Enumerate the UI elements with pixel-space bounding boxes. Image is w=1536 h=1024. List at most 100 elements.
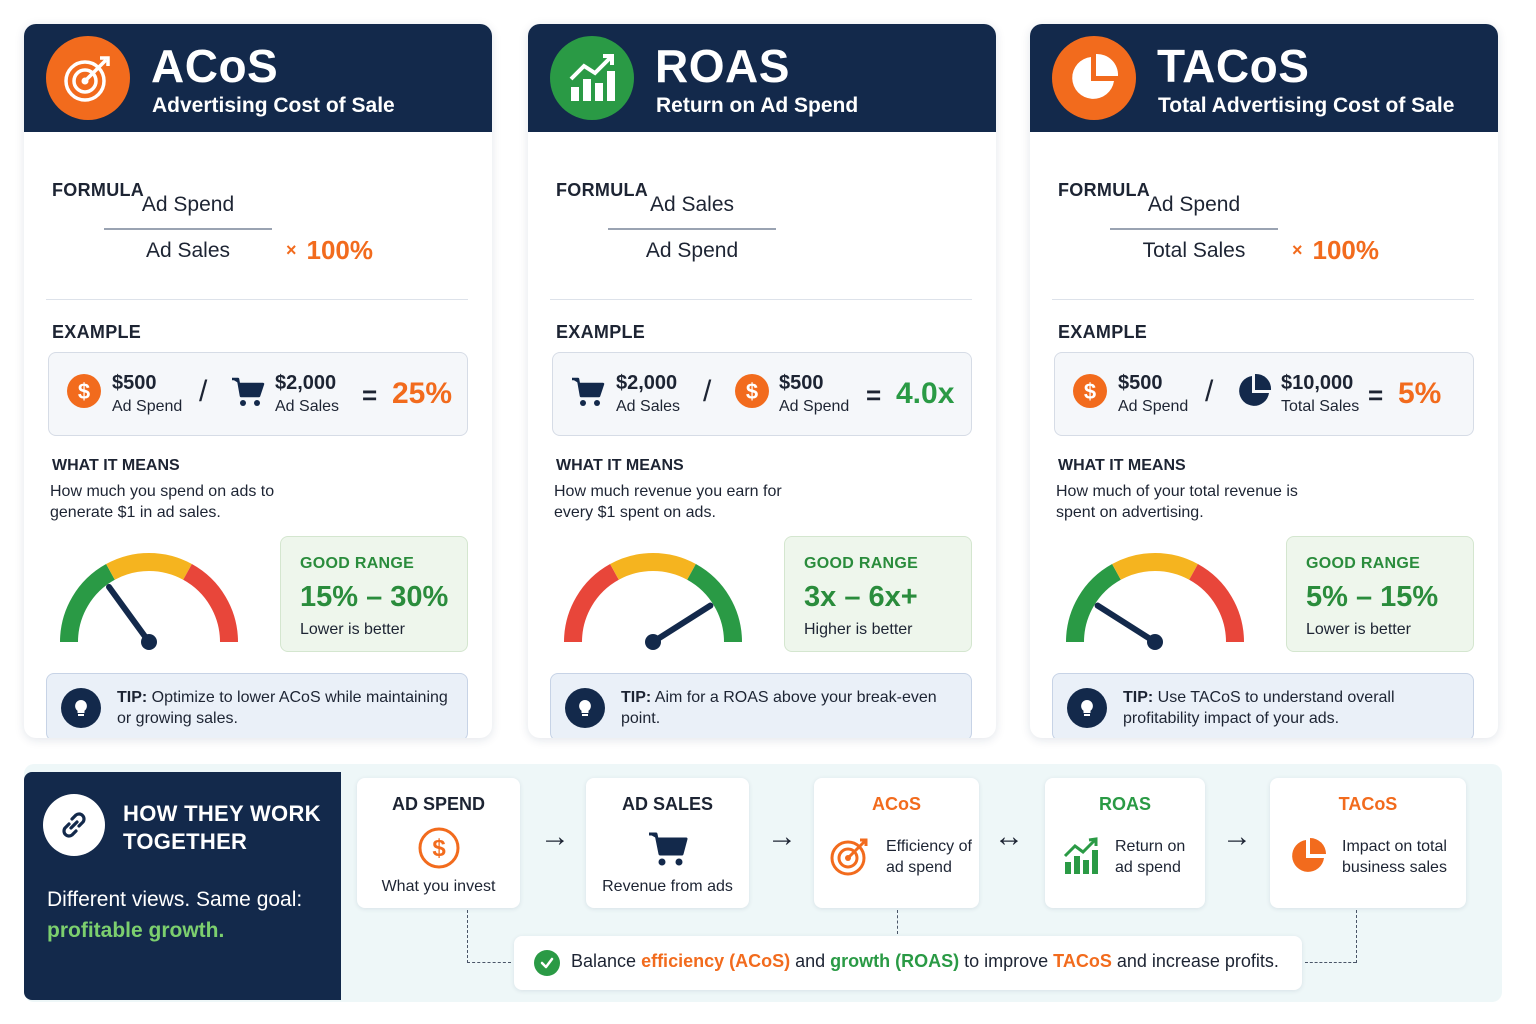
divide-sign: / — [703, 375, 712, 408]
example-label-1: Ad Spend — [112, 398, 183, 415]
connector-line — [897, 910, 898, 934]
card-title: ROAS — [655, 40, 790, 92]
flow-roas-caption: Return on ad spend — [1115, 838, 1186, 876]
arrow-icon: → — [1222, 820, 1252, 853]
svg-text:$: $ — [432, 835, 446, 862]
connector-line — [1356, 910, 1357, 963]
example-result: 5% — [1398, 377, 1442, 410]
good-range-note: Lower is better — [300, 621, 405, 638]
double-arrow-icon: ↔ — [994, 820, 1024, 853]
fraction-bar — [104, 228, 272, 230]
cart-icon — [230, 373, 266, 409]
profitable-growth-highlight: profitable growth. — [47, 919, 225, 942]
what-it-means-label: WHAT IT MEANS — [1058, 457, 1186, 474]
good-range-value: 5% – 15% — [1306, 581, 1439, 613]
metric-card-acos: ACoS Advertising Cost of Sale FORMULA Ad Sp… — [24, 24, 492, 738]
lightbulb-icon — [565, 688, 605, 728]
fraction-bar — [608, 228, 776, 230]
metric-card-tacos: TACoS Total Advertising Cost of Sale FORMU… — [1030, 24, 1498, 738]
example-label-1: Ad Spend — [1118, 398, 1189, 415]
example-value-1: $2,000 — [616, 372, 678, 394]
formula-fraction: Ad Spend Ad Sales — [104, 190, 272, 266]
link-icon — [43, 794, 105, 856]
formula-label: FORMULA — [556, 180, 649, 200]
tip-text: TIP: Optimize to lower ACoS while mainta… — [117, 689, 448, 727]
good-range-box: GOOD RANGE 3x – 6x+ Higher is better — [784, 536, 972, 652]
formula-label: FORMULA — [52, 180, 145, 200]
what-it-means-label: WHAT IT MEANS — [556, 457, 684, 474]
flow-acos-caption: Efficiency of ad spend — [886, 838, 972, 876]
tip-text: TIP: Use TACoS to understand overall pro… — [1123, 689, 1395, 727]
formula-fraction: Ad Sales Ad Spend — [608, 190, 776, 266]
example-label: EXAMPLE — [52, 322, 142, 342]
cart-icon — [570, 373, 606, 409]
good-range-box: GOOD RANGE 5% – 15% Lower is better — [1286, 536, 1474, 652]
how-they-work-title: HOW THEY WORK TOGETHER — [123, 801, 321, 854]
example-label: EXAMPLE — [1058, 322, 1148, 342]
divide-sign: / — [199, 375, 208, 408]
example-label-2: Total Sales — [1281, 398, 1360, 415]
balance-text: Balance efficiency (ACoS) and growth (RO… — [571, 951, 1279, 971]
flow-roas: ROAS Return on ad spend — [1045, 778, 1205, 908]
example-result: 25% — [392, 377, 453, 410]
connector-line — [467, 910, 468, 963]
tip-text: TIP: Aim for a ROAS above your break-eve… — [621, 689, 937, 727]
card-header: ROAS Return on Ad Spend — [528, 24, 996, 132]
divider — [550, 299, 972, 300]
example-label-1: Ad Sales — [616, 398, 681, 415]
arrow-icon: → — [540, 820, 570, 853]
tip-box: TIP: Aim for a ROAS above your break-eve… — [550, 673, 972, 738]
good-range-note: Lower is better — [1306, 621, 1411, 638]
example-label: EXAMPLE — [556, 322, 646, 342]
good-range-value: 3x – 6x+ — [804, 581, 918, 613]
good-range-box: GOOD RANGE 15% – 30% Lower is better — [280, 536, 468, 652]
card-header: ACoS Advertising Cost of Sale — [24, 24, 492, 132]
flow-ad-spend: AD SPEND $ What you invest — [357, 778, 520, 908]
formula-numerator: Ad Spend — [141, 193, 235, 216]
what-it-means-text: How much you spend on ads to generate $1… — [50, 483, 275, 521]
equals-sign: = — [362, 380, 378, 410]
lightbulb-icon — [61, 688, 101, 728]
chart-growth-icon — [1059, 834, 1103, 878]
cart-icon — [646, 826, 690, 870]
dollar-icon: $ — [734, 373, 770, 409]
equals-sign: = — [1368, 380, 1384, 410]
dollar-icon: $ — [66, 373, 102, 409]
svg-text:$: $ — [746, 379, 758, 404]
how-they-work-text: Different views. Same goal: profitable g… — [47, 884, 327, 946]
good-range-value: 15% – 30% — [300, 581, 449, 613]
example-result: 4.0x — [896, 377, 955, 410]
good-range-label: GOOD RANGE — [300, 555, 415, 572]
formula-multiplier: × 100% — [1292, 235, 1380, 265]
dollar-icon: $ — [1072, 373, 1108, 409]
example-value-2: $10,000 — [1281, 372, 1354, 394]
connector-line — [1305, 962, 1356, 963]
arrow-icon: → — [767, 820, 797, 853]
fraction-bar — [1110, 228, 1278, 230]
example-box: $ $500 Ad Spend / $2,000 Ad Sales = 25% — [48, 352, 468, 436]
flow-acos: ACoS Efficiency of ad spend — [814, 778, 979, 908]
metric-card-roas: ROAS Return on Ad Spend FORMULA Ad Sales Ad … — [528, 24, 996, 738]
pie-icon — [1052, 36, 1136, 120]
example-box: $ $500 Ad Spend / $10,000 Total Sales = 5% — [1054, 352, 1474, 436]
svg-text:$: $ — [1084, 379, 1096, 404]
good-range-label: GOOD RANGE — [804, 555, 919, 572]
gauge-needle — [650, 602, 714, 645]
svg-text:$: $ — [78, 379, 90, 404]
tip-box: TIP: Optimize to lower ACoS while mainta… — [46, 673, 468, 738]
card-header: TACoS Total Advertising Cost of Sale — [1030, 24, 1498, 132]
target-icon — [46, 36, 130, 120]
example-value-2: $500 — [779, 372, 824, 394]
formula-numerator: Ad Sales — [649, 193, 735, 216]
formula-numerator: Ad Spend — [1147, 193, 1241, 216]
formula-fraction: Ad Spend Total Sales — [1110, 190, 1278, 266]
flow-tacos-caption: Impact on total business sales — [1342, 838, 1447, 876]
formula-denominator: Ad Sales — [145, 239, 231, 262]
card-subtitle: Return on Ad Spend — [656, 94, 859, 117]
card-title: TACoS — [1157, 40, 1310, 92]
formula-denominator: Total Sales — [1142, 239, 1246, 262]
example-value-1: $500 — [1118, 372, 1163, 394]
pie-icon — [1286, 834, 1330, 878]
card-subtitle: Advertising Cost of Sale — [152, 94, 395, 117]
gauge-needle — [106, 583, 152, 645]
